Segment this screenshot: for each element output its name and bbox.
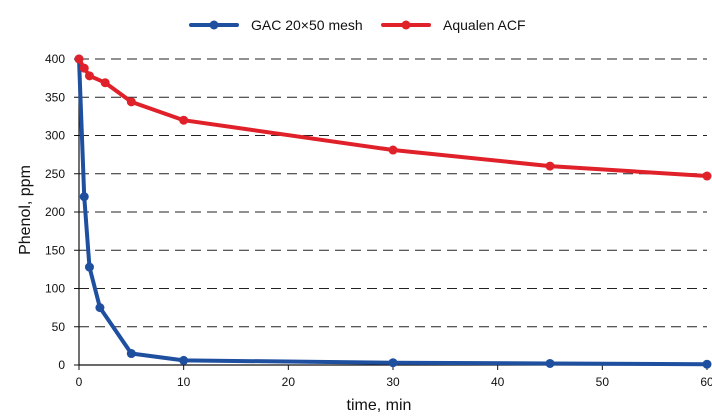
series-point-1 <box>84 71 94 81</box>
y-axis-title: Phenol, ppm <box>17 165 34 255</box>
series-point-1 <box>126 97 136 107</box>
series-point-0 <box>702 359 712 369</box>
series-layer <box>74 54 712 369</box>
legend-label-1: Aqualen ACF <box>443 17 526 33</box>
x-tick-label: 0 <box>76 375 83 389</box>
axes <box>74 58 708 370</box>
y-tick-label: 0 <box>58 358 65 372</box>
legend: GAC 20×50 mesh Aqualen ACF <box>189 17 526 33</box>
x-tick-label: 50 <box>596 375 610 389</box>
legend-marker-0 <box>209 20 219 30</box>
x-tick-label: 60 <box>700 375 712 389</box>
series-point-1 <box>179 115 189 125</box>
series-point-0 <box>95 303 105 313</box>
y-tick-label: 400 <box>45 52 65 66</box>
series-point-1 <box>702 171 712 181</box>
legend-marker-1 <box>401 20 411 30</box>
series-point-0 <box>179 355 189 365</box>
x-tick-label: 10 <box>177 375 191 389</box>
y-tick-label: 250 <box>45 167 65 181</box>
series-point-0 <box>84 262 94 272</box>
x-tick-label: 30 <box>386 375 400 389</box>
x-axis-title: time, min <box>347 397 412 414</box>
series-point-1 <box>74 54 84 64</box>
series-point-0 <box>388 358 398 368</box>
y-tick-label: 200 <box>45 205 65 219</box>
series-point-1 <box>388 145 398 155</box>
series-point-1 <box>79 63 89 73</box>
y-tick-label: 150 <box>45 243 65 257</box>
series-point-0 <box>126 349 136 359</box>
legend-label-0: GAC 20×50 mesh <box>251 17 363 33</box>
series-point-1 <box>100 78 110 88</box>
x-tick-label: 40 <box>491 375 505 389</box>
y-tick-label: 350 <box>45 90 65 104</box>
series-point-1 <box>545 161 555 171</box>
grid <box>79 58 707 328</box>
labels: 0 50 100 150 200 250 300 350 400 0 10 20 30 40 50 60 tim… <box>17 52 712 414</box>
series-line-1 <box>77 57 709 179</box>
y-tick-label: 100 <box>45 282 65 296</box>
y-tick-label: 300 <box>45 129 65 143</box>
y-tick-label: 50 <box>52 320 66 334</box>
series-point-0 <box>79 192 89 202</box>
series-point-0 <box>545 358 555 368</box>
x-tick-label: 20 <box>282 375 296 389</box>
